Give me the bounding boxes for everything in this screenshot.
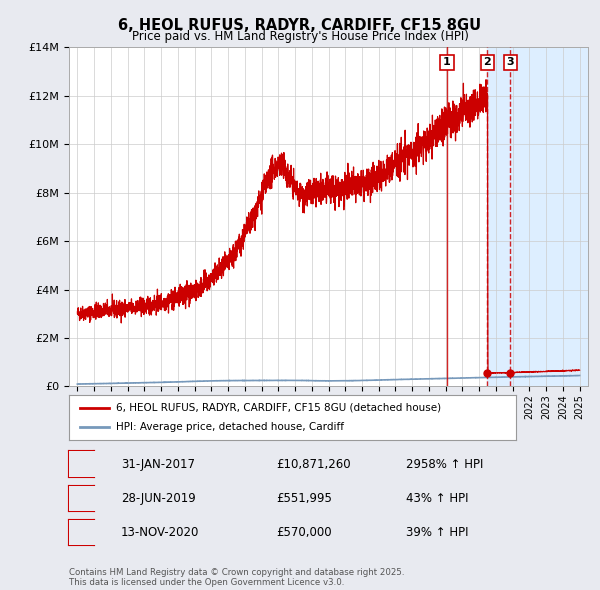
Text: £10,871,260: £10,871,260: [277, 458, 351, 471]
Text: 28-JUN-2019: 28-JUN-2019: [121, 492, 196, 505]
Text: £570,000: £570,000: [277, 526, 332, 539]
Text: 3: 3: [506, 57, 514, 67]
Text: 2: 2: [77, 492, 86, 505]
Text: Price paid vs. HM Land Registry's House Price Index (HPI): Price paid vs. HM Land Registry's House …: [131, 30, 469, 43]
Text: 6, HEOL RUFUS, RADYR, CARDIFF, CF15 8GU (detached house): 6, HEOL RUFUS, RADYR, CARDIFF, CF15 8GU …: [116, 403, 441, 412]
Text: 31-JAN-2017: 31-JAN-2017: [121, 458, 195, 471]
Text: 2958% ↑ HPI: 2958% ↑ HPI: [406, 458, 484, 471]
Text: £551,995: £551,995: [277, 492, 332, 505]
Text: 1: 1: [77, 458, 86, 471]
Text: HPI: Average price, detached house, Cardiff: HPI: Average price, detached house, Card…: [116, 422, 344, 432]
Bar: [487, 47, 588, 386]
Text: 1: 1: [443, 57, 451, 67]
Text: Contains HM Land Registry data © Crown copyright and database right 2025.
This d: Contains HM Land Registry data © Crown c…: [69, 568, 404, 587]
Text: 13-NOV-2020: 13-NOV-2020: [121, 526, 199, 539]
Text: 39% ↑ HPI: 39% ↑ HPI: [406, 526, 469, 539]
Text: 3: 3: [77, 526, 86, 539]
Text: 2: 2: [484, 57, 491, 67]
Text: 6, HEOL RUFUS, RADYR, CARDIFF, CF15 8GU: 6, HEOL RUFUS, RADYR, CARDIFF, CF15 8GU: [118, 18, 482, 33]
Text: 43% ↑ HPI: 43% ↑ HPI: [406, 492, 469, 505]
